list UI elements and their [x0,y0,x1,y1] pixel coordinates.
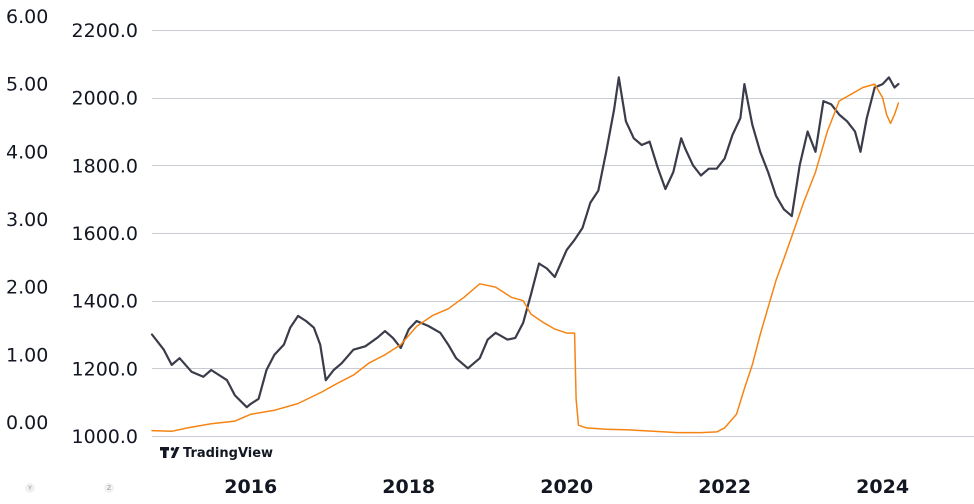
y-right-tick-label: 1000.0 [72,426,138,448]
x-tick-label: 2016 [224,476,277,498]
y-axis-left: 0.00 1.00 2.00 3.00 4.00 5.00 6.00 [6,6,48,434]
y-axis-right: 1000.0 1200.0 1400.0 1600.0 1800.0 2000.0 2200… [72,20,138,448]
x-tick-label: 2022 [698,476,751,498]
y-left-tick-label: 2.00 [6,277,48,299]
x-axis: 2016 2018 2020 2022 2024 [224,476,909,498]
x-tick-label: 2020 [540,476,593,498]
axis-button-y-label: Y [27,485,32,492]
axis-button-y[interactable]: Y [25,483,35,493]
series-line-1 [151,83,900,434]
y-left-tick-label: 5.00 [6,74,48,96]
y-right-tick-label: 1800.0 [72,155,138,177]
axis-button-z-label: Z [107,485,111,492]
watermark-label: TradingView [183,446,273,461]
x-tick-label: 2024 [856,476,909,498]
grid-lines [152,30,974,437]
y-right-tick-label: 1200.0 [72,358,138,380]
plot-area[interactable] [150,76,900,434]
axis-button-z[interactable]: Z [104,483,114,493]
y-right-tick-label: 1600.0 [72,223,138,245]
y-left-tick-label: 3.00 [6,209,48,231]
tradingview-watermark: TradingView [160,446,273,461]
y-left-tick-label: 4.00 [6,141,48,163]
y-right-tick-label: 1400.0 [72,291,138,313]
y-right-tick-label: 2200.0 [72,20,138,42]
y-left-tick-label: 0.00 [6,412,48,434]
series-line-0 [150,76,900,409]
tradingview-logo-icon [160,447,180,458]
x-tick-label: 2018 [382,476,435,498]
y-right-tick-label: 2000.0 [72,88,138,110]
y-left-tick-label: 1.00 [6,344,48,366]
y-left-tick-label: 6.00 [6,6,48,28]
